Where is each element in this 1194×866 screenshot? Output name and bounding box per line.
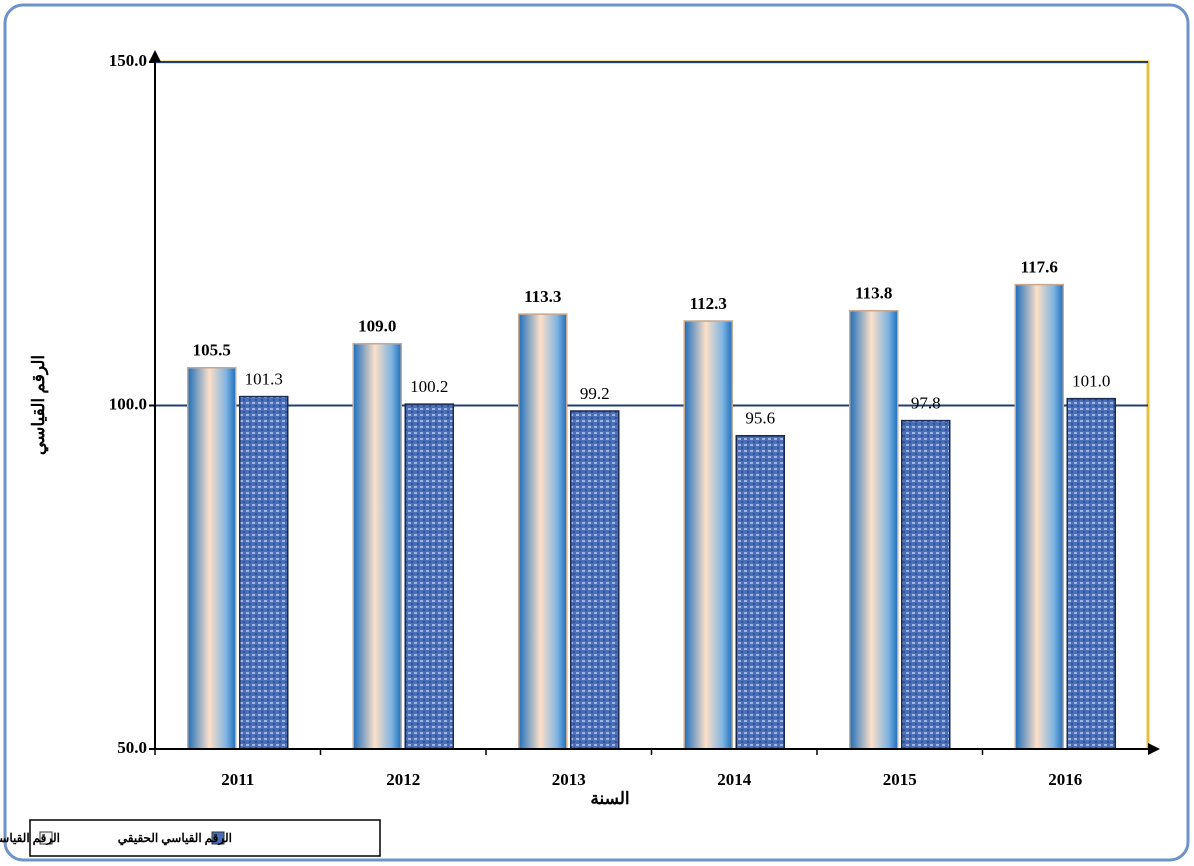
y-axis-arrow [149, 50, 161, 62]
legend-label: الرقم القياسي الاسمي [0, 831, 60, 846]
legend-box [29, 819, 381, 857]
value-label: 95.6 [745, 409, 775, 428]
bar [901, 419, 951, 750]
bar [683, 320, 733, 750]
value-label: 117.6 [1021, 257, 1058, 276]
x-axis-label: السنة [590, 789, 629, 808]
x-tick-label: 2016 [1048, 770, 1082, 789]
y-tick-label: 150.0 [109, 51, 147, 70]
legend-label: الرقم القياسي الحقيقي [118, 831, 232, 846]
value-label: 97.8 [911, 394, 941, 413]
y-tick-label: 50.0 [117, 738, 147, 757]
value-label: 113.8 [855, 284, 892, 303]
y-tick-label: 100.0 [109, 394, 147, 413]
y-axis-label: الرقم القياسي [29, 355, 49, 455]
bar [570, 410, 620, 750]
bar [735, 434, 785, 750]
bar [849, 309, 899, 750]
value-label: 113.3 [524, 287, 561, 306]
x-axis-arrow [1148, 743, 1160, 755]
x-tick-label: 2012 [386, 770, 420, 789]
value-label: 101.3 [245, 369, 283, 388]
bar [518, 313, 568, 750]
legend-swatch [39, 831, 53, 845]
value-label: 99.2 [580, 384, 610, 403]
bar [187, 366, 237, 750]
x-tick-label: 2011 [221, 770, 254, 789]
legend-swatch [211, 831, 225, 845]
bar [1014, 283, 1064, 750]
legend: الرقم القياسي الاسمي الرقم القياسي الحقيق… [0, 819, 381, 857]
bar [352, 342, 402, 750]
bar [239, 395, 289, 750]
bar [1066, 397, 1116, 750]
x-tick-label: 2014 [717, 770, 752, 789]
x-tick-label: 2013 [552, 770, 586, 789]
value-label: 100.2 [410, 377, 448, 396]
value-label: 112.3 [690, 294, 727, 313]
value-label: 101.0 [1072, 372, 1110, 391]
value-label: 109.0 [358, 317, 396, 336]
value-label: 105.5 [193, 341, 231, 360]
x-tick-label: 2015 [883, 770, 917, 789]
bar [404, 403, 454, 750]
